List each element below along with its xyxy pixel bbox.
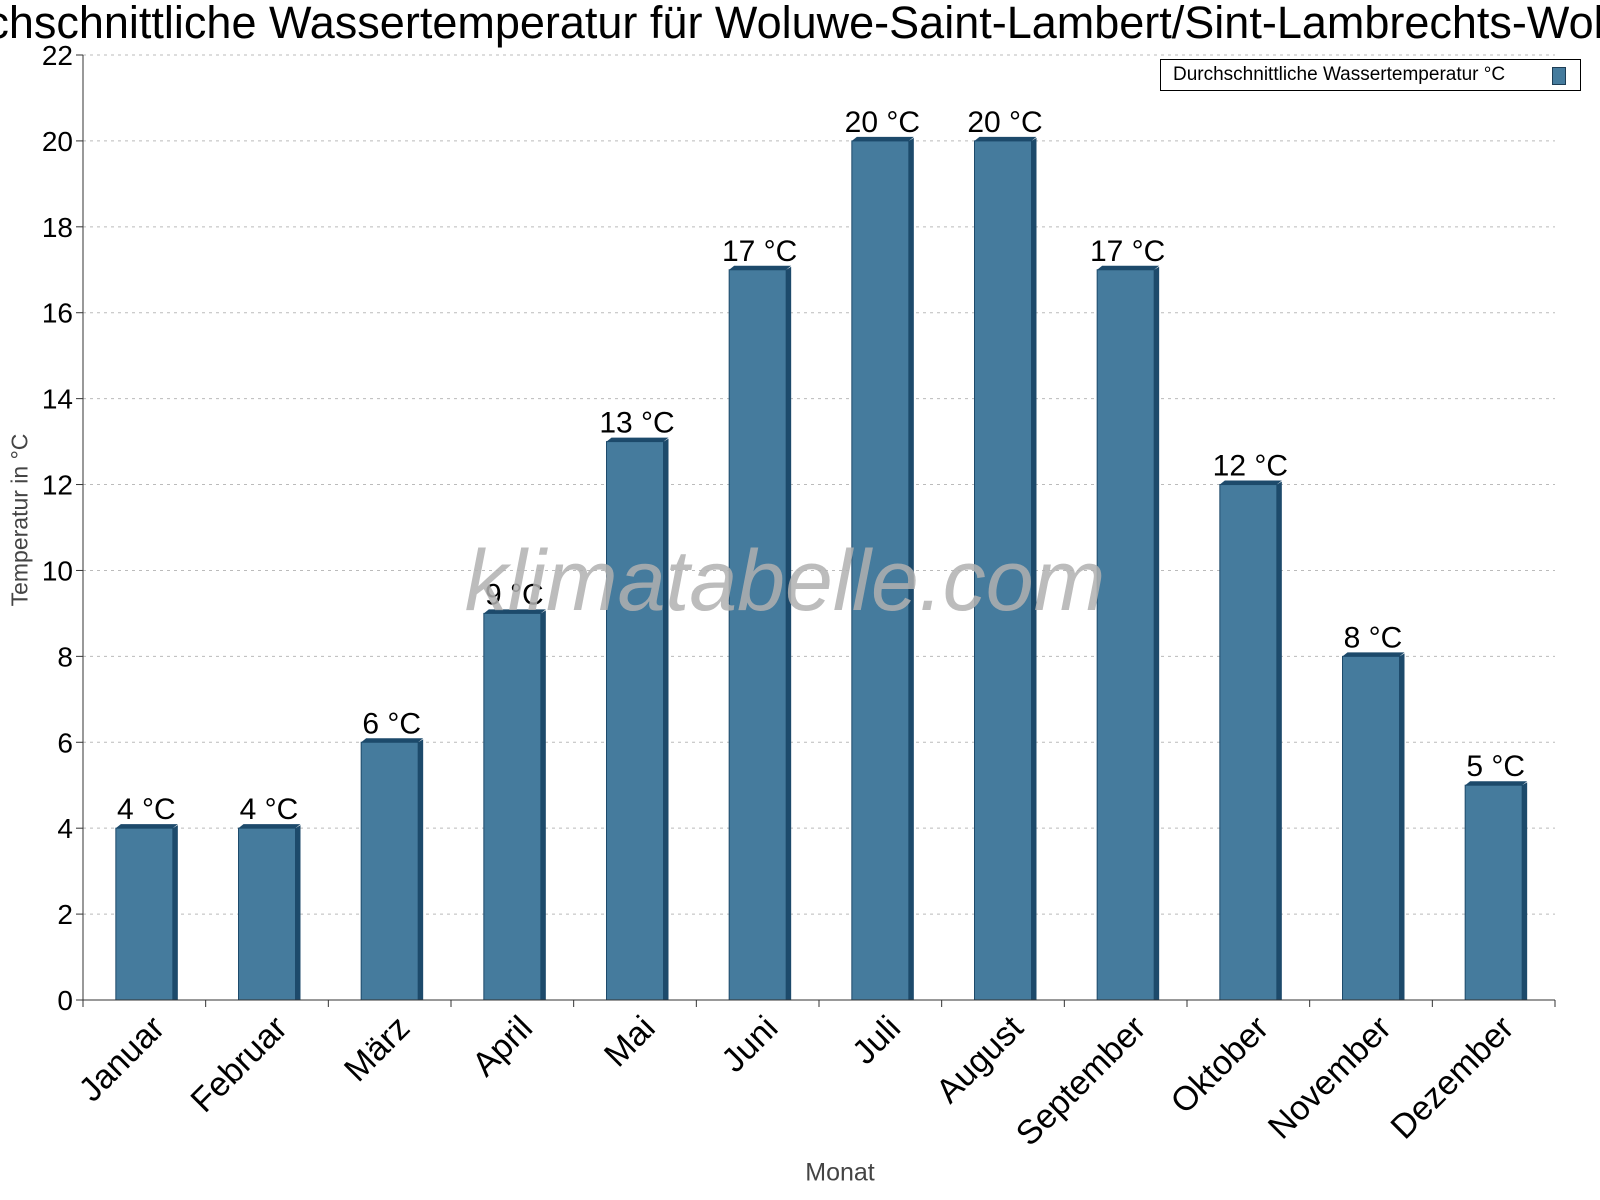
y-axis: 0 2 4 6 8 10 12 14 16 18 20 22 <box>42 40 84 1016</box>
bars: 4 °C 4 °C 6 °C 9 °C 13 °C 17 °C 20 °C 20 °C 17 °… <box>115 106 1528 1001</box>
watermark: klimatabelle.com <box>465 533 1105 629</box>
y-tick-label: 22 <box>42 40 73 71</box>
bar-april: 9 °C <box>483 578 546 1001</box>
bar-top <box>238 824 301 829</box>
x-axis-label: Monat <box>805 1158 875 1187</box>
bar-rect <box>1219 484 1278 1001</box>
x-tick-label: November <box>1261 1009 1399 1147</box>
bar-juli: 20 °C <box>845 106 920 1001</box>
bar-side <box>663 438 669 1000</box>
data-label: 17 °C <box>722 235 797 268</box>
bar-top <box>1465 781 1528 786</box>
chart-title-text: Durchschnittliche Wassertemperatur für W… <box>0 0 1600 48</box>
x-tick-label: September <box>1009 1009 1153 1153</box>
bar-rect <box>1096 269 1155 1001</box>
bar-märz: 6 °C <box>360 707 424 1001</box>
y-axis-label: Temperatur in °C <box>6 433 33 607</box>
bar-rect <box>360 741 419 1001</box>
x-axis: Januar Februar März April Mai Juni Juli AugustS… <box>72 999 1556 1153</box>
x-tick-label: Juni <box>714 1009 785 1080</box>
legend-swatch <box>1552 67 1566 85</box>
bar-dezember: 5 °C <box>1464 750 1528 1001</box>
bar-top <box>729 265 792 270</box>
bar-rect <box>1342 655 1400 1001</box>
data-label: 4 °C <box>240 793 299 826</box>
data-label: 12 °C <box>1213 450 1288 483</box>
bar-side <box>908 137 914 1001</box>
y-tick-label: 2 <box>57 899 73 930</box>
bar-februar: 4 °C <box>238 793 301 1001</box>
bar-november: 8 °C <box>1342 621 1405 1001</box>
bar-rect <box>483 612 542 1001</box>
data-label: 20 °C <box>967 106 1042 139</box>
bar-side <box>1522 782 1528 1000</box>
bar-top <box>483 609 546 614</box>
bar-januar: 4 °C <box>115 793 178 1001</box>
bar-top <box>115 824 178 829</box>
bar-rect <box>238 827 296 1001</box>
bar-rect <box>606 441 664 1001</box>
y-tick-label: 14 <box>42 384 73 415</box>
x-tick-label: Januar <box>72 1009 172 1109</box>
bar-august: 20 °C <box>967 106 1043 1001</box>
chart-title: Durchschnittliche Wassertemperatur für W… <box>0 0 1600 52</box>
bar-top <box>1219 480 1282 485</box>
bar-side <box>1031 137 1037 1001</box>
y-tick-label: 6 <box>57 727 73 758</box>
data-label: 4 °C <box>117 793 176 826</box>
bar-rect <box>851 140 910 1001</box>
bar-side <box>295 825 301 1000</box>
bar-side <box>1276 481 1282 1001</box>
y-tick-label: 4 <box>57 813 73 844</box>
bar-side <box>418 739 424 1000</box>
bar-top <box>361 738 424 743</box>
legend-entry-label: Durchschnittliche Wassertemperatur °C <box>1173 64 1506 85</box>
bar-oktober: 12 °C <box>1213 450 1288 1001</box>
x-tick-label: Februar <box>184 1009 295 1120</box>
y-tick-label: 10 <box>42 555 73 586</box>
data-label: 9 °C <box>485 578 544 611</box>
bar-top <box>851 136 914 141</box>
data-label: 17 °C <box>1090 235 1165 268</box>
bar-rect <box>728 269 787 1001</box>
bar-top <box>1342 652 1405 657</box>
bar-rect <box>1464 784 1523 1001</box>
bar-top <box>974 136 1037 141</box>
bar-top <box>606 437 669 442</box>
data-label: 6 °C <box>362 707 421 740</box>
x-tick-label: Mai <box>597 1009 663 1075</box>
y-tick-label: 20 <box>42 126 73 157</box>
bar-side <box>540 610 546 1000</box>
y-tick-label: 0 <box>57 985 73 1016</box>
data-label: 8 °C <box>1344 621 1403 654</box>
bar-mai: 13 °C <box>599 407 675 1001</box>
x-tick-label: August <box>929 1008 1031 1110</box>
bar-side <box>1399 653 1405 1000</box>
y-tick-label: 8 <box>57 641 73 672</box>
x-tick-label: Juli <box>845 1009 908 1072</box>
data-label: 13 °C <box>599 407 674 440</box>
bar-rect <box>115 827 174 1001</box>
bar-side <box>1154 266 1160 1001</box>
bar-side <box>786 266 792 1001</box>
data-label: 20 °C <box>845 106 920 139</box>
x-tick-label: März <box>337 1009 417 1089</box>
x-tick-label: Dezember <box>1384 1009 1522 1147</box>
bar-top <box>1097 265 1160 270</box>
y-tick-label: 18 <box>42 212 73 243</box>
x-tick-label: April <box>465 1009 540 1084</box>
y-tick-label: 12 <box>42 470 73 501</box>
bar-september: 17 °C <box>1090 235 1165 1001</box>
legend: Durchschnittliche Wassertemperatur °C <box>1160 59 1581 91</box>
bar-juni: 17 °C <box>722 235 797 1001</box>
bar-side <box>172 825 178 1000</box>
data-label: 5 °C <box>1466 750 1525 783</box>
grid-lines <box>83 54 1555 915</box>
y-tick-label: 16 <box>42 298 73 329</box>
x-tick-label: Oktober <box>1164 1009 1276 1121</box>
bar-rect <box>974 140 1032 1001</box>
